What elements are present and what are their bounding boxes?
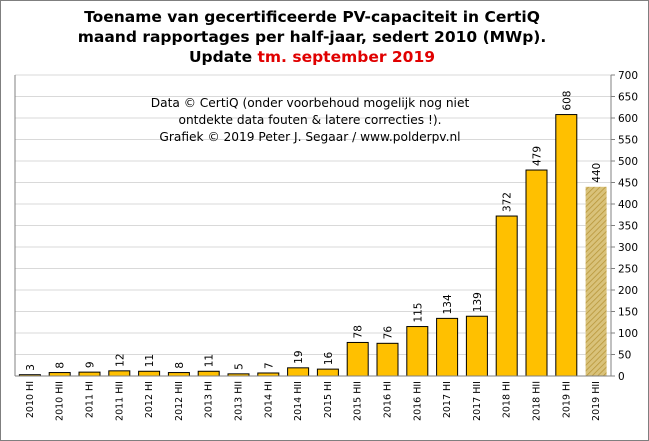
x-tick-label: 2018 HII (532, 381, 543, 421)
bar (197, 370, 220, 377)
y-tick-label: 550 (618, 135, 638, 147)
data-label: 78 (353, 325, 365, 338)
data-label: 440 (591, 163, 603, 183)
data-label: 8 (55, 362, 67, 369)
bar (167, 372, 190, 377)
data-source-note-line-2: ontdekte data fouten & latere correcties… (179, 113, 442, 127)
data-label: 5 (234, 363, 246, 370)
data-source-note-line-1: Data © CertiQ (onder voorbehoud mogelijk… (151, 96, 470, 110)
x-tick-label: 2011 HII (114, 381, 125, 421)
update-prefix: Update (189, 48, 258, 66)
data-label: 11 (144, 354, 156, 367)
data-label: 139 (472, 292, 484, 312)
y-tick-label: 700 (618, 70, 638, 82)
data-label: 115 (412, 303, 424, 323)
y-tick-label: 400 (618, 199, 638, 211)
x-tick-label: 2013 HI (204, 381, 215, 418)
y-tick-label: 200 (618, 285, 638, 297)
data-label: 11 (204, 354, 216, 367)
y-tick-label: 250 (618, 264, 638, 276)
chart-title-line-3: Update tm. september 2019 (189, 48, 435, 66)
bar (108, 370, 131, 377)
x-tick-label: 2014 HII (293, 381, 304, 421)
y-tick-label: 650 (618, 92, 638, 104)
x-tick-label: 2012 HII (174, 381, 185, 421)
y-tick-label: 300 (618, 242, 638, 254)
x-tick-label: 2015 HI (323, 381, 334, 418)
bar (495, 215, 518, 377)
data-label: 134 (442, 294, 454, 314)
data-label: 7 (263, 362, 275, 369)
data-label: 3 (25, 364, 37, 371)
x-tick-label: 2010 HII (55, 381, 66, 421)
data-label: 19 (293, 350, 305, 363)
bar-partial (585, 186, 607, 376)
bars (18, 114, 607, 377)
x-tick-label: 2011 HI (85, 381, 96, 418)
bar (316, 368, 339, 377)
x-tick-label: 2014 HI (263, 381, 274, 418)
bar (555, 114, 578, 377)
copyright-note: Grafiek © 2019 Peter J. Segaar / www.pol… (159, 130, 460, 144)
bar (436, 317, 459, 377)
x-tick-labels: 2010 HI 2010 HII 2011 HI 2011 HII 2012 HI 201… (25, 381, 602, 421)
y-tick-label: 450 (618, 178, 638, 190)
bar (406, 326, 429, 377)
y-tick-label: 600 (618, 113, 638, 125)
x-tick-label: 2016 HII (412, 381, 423, 421)
data-label: 608 (561, 91, 573, 111)
data-label: 76 (383, 326, 395, 340)
x-tick-label: 2013 HII (234, 381, 245, 421)
data-label: 479 (532, 146, 544, 166)
bar (346, 341, 369, 377)
bar (376, 342, 399, 377)
axes (14, 74, 615, 377)
x-tick-label: 2017 HII (472, 381, 483, 421)
data-label: 16 (323, 351, 335, 365)
x-tick-label: 2015 HII (353, 381, 364, 421)
y-tick-labels: 0 50 100 150 200 250 300 350 400 450 500 550 600 650 7… (618, 70, 638, 383)
x-tick-label: 2019 HI (561, 381, 572, 418)
data-label: 8 (174, 362, 186, 369)
y-tick-label: 0 (618, 371, 625, 383)
x-tick-label: 2012 HI (144, 381, 155, 418)
y-tick-label: 500 (618, 156, 638, 168)
update-date-highlight: tm. september 2019 (258, 48, 436, 66)
x-tick-label: 2016 HI (383, 381, 394, 418)
data-label: 9 (85, 361, 97, 368)
x-tick-label: 2018 HI (502, 381, 513, 418)
bar (138, 370, 161, 377)
y-tick-label: 50 (618, 350, 631, 362)
y-tick-label: 100 (618, 328, 638, 340)
x-tick-label: 2019 HII (591, 381, 602, 421)
bar (48, 372, 71, 377)
y-tick-label: 350 (618, 221, 638, 233)
bar (287, 367, 310, 377)
chart-title-line-2: maand rapportages per half-jaar, sedert … (78, 28, 547, 46)
bar (78, 371, 101, 377)
bar (525, 169, 548, 377)
bar (465, 315, 488, 377)
chart-title-line-1: Toename van gecertificeerde PV-capacitei… (84, 8, 540, 26)
y-tick-label: 150 (618, 307, 638, 319)
data-label: 372 (502, 192, 514, 212)
x-tick-label: 2017 HI (442, 381, 453, 418)
data-label: 12 (114, 353, 126, 366)
x-tick-label: 2010 HI (25, 381, 36, 418)
